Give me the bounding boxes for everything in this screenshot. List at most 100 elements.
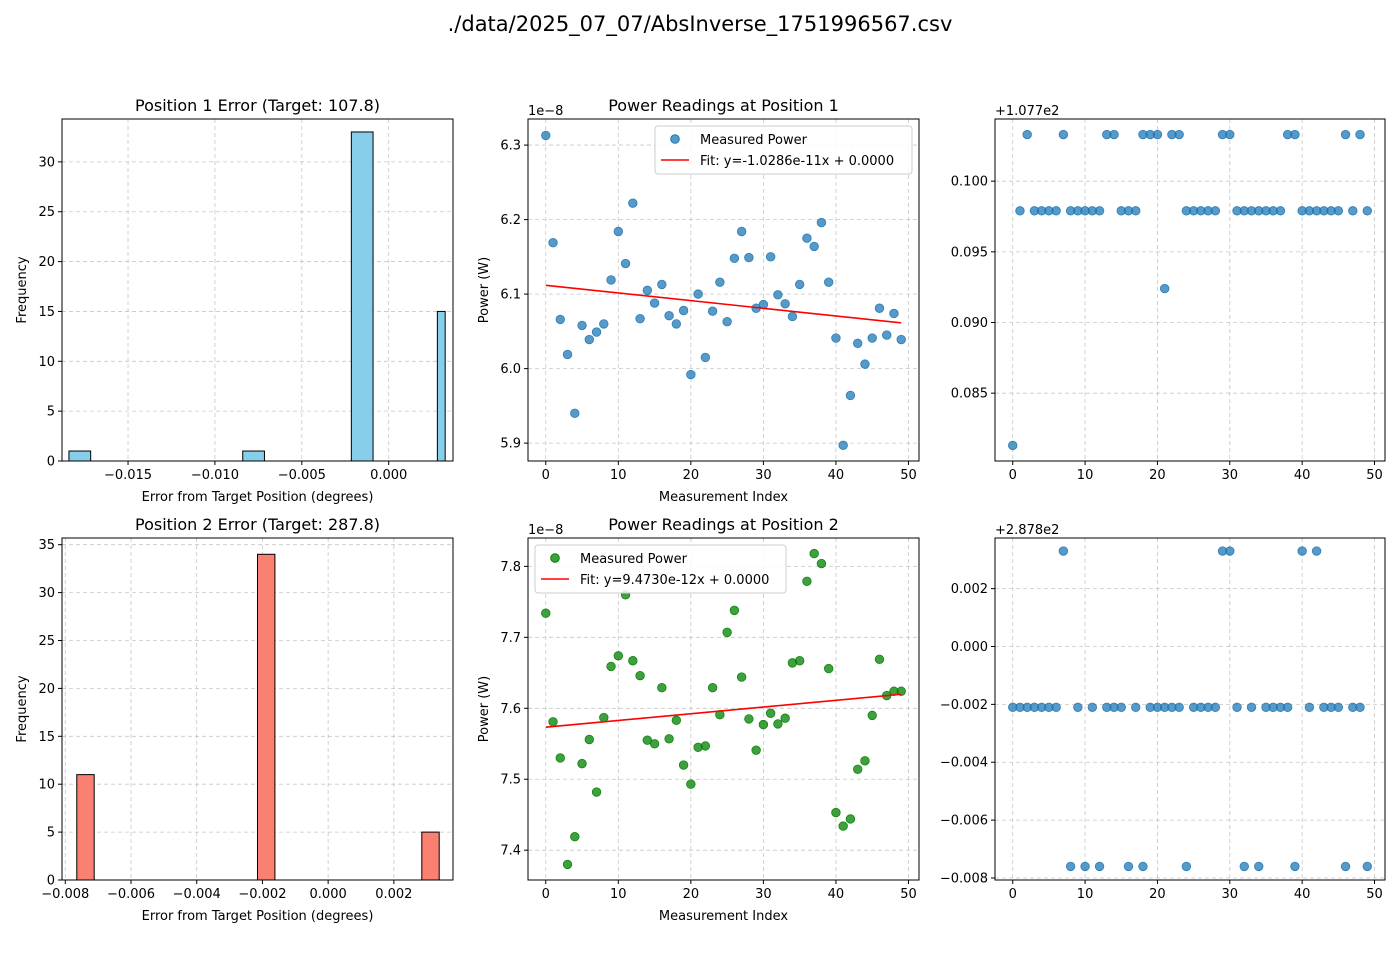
data-point [1355,702,1365,712]
x-tick-label: 30 [1222,887,1239,902]
hist1-panel: −0.015 −0.010 −0.005 0.000 0 5 10 15 20 25 30 Posit… [15,96,454,505]
x-tick-label: −0.002 [238,887,286,902]
data-point [628,656,638,666]
data-point [1094,861,1105,872]
data-point [1174,129,1184,140]
y-tick-label: 25 [38,205,55,220]
axis-offset-label: +1.077e2 [995,104,1059,119]
y-tick-label: 7.7 [500,631,521,646]
data-point [1152,129,1163,140]
x-tick-label: 0 [1009,887,1017,902]
data-point [548,237,558,248]
data-point [664,734,674,744]
data-point [831,333,841,343]
y-tick-label: −0.002 [940,698,988,713]
y-tick-label: −0.006 [940,814,988,829]
data-point [1340,861,1351,872]
data-point [787,311,798,322]
x-tick-label: 50 [900,468,917,483]
legend-marker [550,553,560,563]
data-point [657,683,667,693]
legend: Measured Power Fit: y=9.4730e-12x + 0.000… [534,544,787,594]
data-point [599,319,609,329]
data-point [1138,861,1148,872]
data-point [686,779,696,789]
data-point [1058,129,1069,140]
data-point [1210,206,1221,216]
data-point [591,327,602,337]
y-tick-label: 7.6 [500,702,521,717]
data-point [584,334,594,345]
data-point [678,305,689,316]
legend-label: Fit: y=9.4730e-12x + 0.0000 [580,573,769,588]
y-tick-label: 5 [47,405,55,420]
x-tick-label: 30 [1222,468,1239,483]
data-point [1232,702,1242,712]
x-tick-label: 20 [683,468,700,483]
axes-frame [61,118,454,462]
scatter1-panel: 0 10 20 30 40 50 5.9 6.0 6.1 6.2 6.3 Power Readings… [477,96,920,505]
x-tick-label: 30 [755,468,772,483]
data-point [620,258,631,269]
x-tick-label: 20 [683,887,700,902]
axes-frame [527,537,920,881]
data-point [758,719,769,730]
y-tick-label: 15 [38,305,55,320]
data-point [577,758,587,769]
data-point [707,683,718,693]
data-point [1275,206,1286,216]
data-point [678,760,689,770]
data-point [1311,546,1322,556]
data-point [780,713,790,723]
data-point [628,198,638,208]
x-tick-label: 50 [1366,887,1383,902]
data-point [1304,702,1315,712]
data-point [707,306,718,316]
axes-title: Position 1 Error (Target: 107.8) [135,96,380,115]
y-tick-label: 7.5 [500,773,521,788]
fit-line [545,693,902,728]
data-point [1015,206,1025,216]
data-point [613,226,624,237]
data-point [1333,206,1344,216]
fit-line [545,284,902,324]
x-tick-label: 10 [1077,468,1094,483]
data-point [1008,440,1018,451]
data-point [1094,206,1105,216]
data-point [773,290,783,300]
x-axis-label: Measurement Index [659,909,788,924]
data-point [853,764,863,775]
x-tick-label: 0.002 [375,887,412,902]
histogram-bar [68,450,92,462]
data-point [1225,546,1235,556]
y-tick-label: 6.0 [500,362,521,377]
histogram-bar [350,131,374,462]
data-point [649,739,660,749]
histogram-bar [436,310,446,462]
data-point [1116,702,1126,712]
data-point [838,440,848,451]
data-point [693,289,703,299]
legend-box [654,125,913,175]
data-point [1159,283,1170,294]
data-point [809,548,819,559]
axes-frame [994,118,1386,462]
data-point [686,369,696,380]
y-axis-label: Power (W) [477,676,492,742]
legend-label: Measured Power [580,552,688,567]
data-point [838,821,848,831]
y-tick-label: 0.100 [951,175,988,190]
y-axis-label: Frequency [15,256,30,323]
data-point [780,299,790,309]
y-tick-label: 0.090 [951,316,988,331]
x-tick-label: −0.004 [173,887,221,902]
data-point [845,390,856,401]
data-point [591,787,602,797]
data-point [1022,129,1032,140]
y-axis-label: Power (W) [477,257,492,323]
data-point [555,314,565,325]
data-point [664,311,674,321]
y-tick-label: 10 [38,355,55,370]
x-tick-label: 40 [1294,887,1311,902]
y-tick-label: 0 [47,874,55,889]
